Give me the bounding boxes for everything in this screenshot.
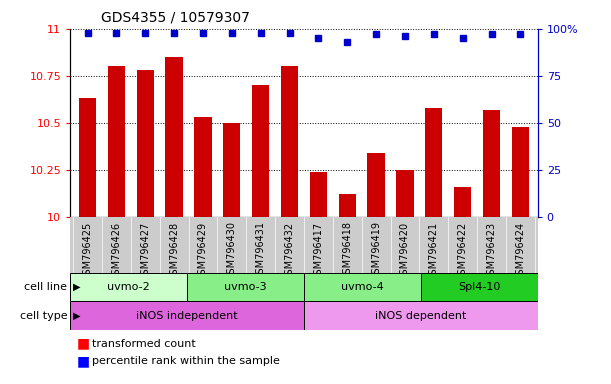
Text: GSM796430: GSM796430 [227,222,237,280]
Text: GSM796424: GSM796424 [515,222,525,281]
Text: transformed count: transformed count [92,339,196,349]
Bar [338,194,356,217]
Text: GSM796431: GSM796431 [255,222,266,280]
Text: uvmo-3: uvmo-3 [224,282,267,292]
Text: cell line: cell line [24,282,67,292]
Text: percentile rank within the sample: percentile rank within the sample [92,356,279,366]
Bar [367,153,385,217]
Text: ■: ■ [76,354,89,368]
Text: ■: ■ [76,337,89,351]
Text: cell type: cell type [20,311,67,321]
Bar [483,110,500,217]
Text: GSM796422: GSM796422 [458,222,467,281]
Text: GDS4355 / 10579307: GDS4355 / 10579307 [101,11,250,25]
Bar [304,273,421,301]
Text: iNOS dependent: iNOS dependent [375,311,467,321]
Text: uvmo-4: uvmo-4 [341,282,384,292]
Text: GSM796420: GSM796420 [400,222,410,281]
Text: GSM796426: GSM796426 [111,222,122,281]
Bar [310,172,327,217]
Text: Spl4-10: Spl4-10 [458,282,500,292]
Text: GSM796417: GSM796417 [313,222,323,281]
Text: uvmo-2: uvmo-2 [108,282,150,292]
Text: GSM796428: GSM796428 [169,222,179,281]
Bar [512,127,529,217]
Text: GSM796427: GSM796427 [141,222,150,281]
Bar [397,170,414,217]
Bar [187,273,304,301]
Bar [421,273,538,301]
Text: iNOS independent: iNOS independent [136,311,238,321]
Text: GSM796418: GSM796418 [342,222,353,280]
Bar [166,57,183,217]
Bar [70,273,187,301]
Text: GSM796429: GSM796429 [198,222,208,281]
Bar [252,85,269,217]
Text: ▶: ▶ [73,282,81,292]
Bar [281,66,298,217]
Text: GSM796423: GSM796423 [486,222,497,281]
Text: ▶: ▶ [73,311,81,321]
Bar [304,301,538,330]
Bar [137,70,154,217]
Bar [108,66,125,217]
Bar [194,117,211,217]
Bar [79,98,97,217]
Text: GSM796425: GSM796425 [82,222,93,281]
Text: GSM796419: GSM796419 [371,222,381,280]
Bar [70,301,304,330]
Text: GSM796432: GSM796432 [285,222,295,281]
Bar [454,187,471,217]
Text: GSM796421: GSM796421 [429,222,439,281]
Bar [223,123,241,217]
Bar [425,108,442,217]
